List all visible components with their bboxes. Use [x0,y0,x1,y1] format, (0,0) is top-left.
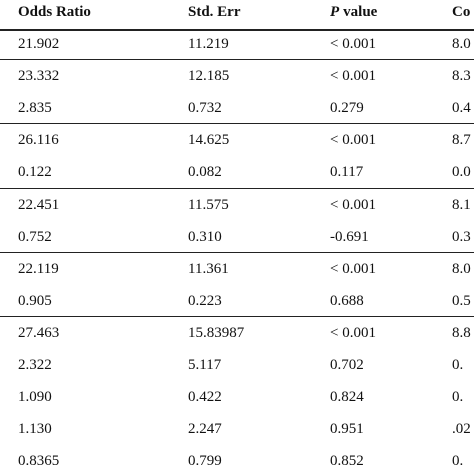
header-cell: Co [452,4,471,20]
table-cell: .02 [452,421,471,438]
header-text: P [330,4,340,20]
table-cell: 8.7 [452,132,471,149]
table-cell: 0.8365 [18,453,60,470]
table-cell: 0. [452,453,464,470]
table-cell: < 0.001 [330,132,376,149]
group-rule [0,315,474,317]
table-cell: 2.247 [188,421,222,438]
table-cell: 0.422 [188,389,222,406]
table-cell: 0.279 [330,100,364,117]
table-cell: 0.951 [330,421,364,438]
group-rule [0,251,474,253]
table-cell: 0.824 [330,389,364,406]
table-cell: 0.3 [452,228,471,245]
table-cell: 8.0 [452,260,471,277]
table-cell: 0.688 [330,292,364,309]
table-cell: 0.852 [330,453,364,470]
table-cell: 0.752 [18,228,52,245]
table-cell: 0. [452,389,464,406]
table-cell: 1.090 [18,389,52,406]
table-cell: 22.119 [18,260,59,277]
table-cell: 14.625 [188,132,230,149]
table-cell: 0.117 [330,164,364,181]
table-cell: 0.122 [18,164,52,181]
group-rule [0,123,474,125]
table-cell: -0.691 [330,228,369,245]
table-cell: 0.732 [188,100,222,117]
table-cell: 5.117 [188,357,222,373]
table-cell: 8.1 [452,196,471,213]
table-cell: < 0.001 [330,36,376,52]
table-cell: 0.310 [188,228,222,245]
header-cell: Std. Err [188,4,241,20]
table-cell: 26.116 [18,132,59,149]
table-cell: 8.3 [452,68,471,85]
table-cell: 8.0 [452,36,471,52]
table-cell: < 0.001 [330,196,376,213]
table-cell: 0.0 [452,164,471,181]
header-text: value [343,4,378,20]
table-cell: 2.835 [18,100,52,117]
table-cell: 0.905 [18,292,52,309]
table-cell: 2.322 [18,357,52,373]
table-cell: 0.082 [188,164,222,181]
table-cell: 11.361 [188,260,229,277]
table-cell: 11.575 [188,196,229,213]
table-cell: 0.702 [330,357,364,373]
table-cell: < 0.001 [330,68,376,85]
header-cell: Odds Ratio [18,4,91,20]
table-cell: 0.223 [188,292,222,309]
table-cell: 12.185 [188,68,230,85]
table-cell: 1.130 [18,421,52,438]
header-rule [0,29,474,31]
table-cell: 0. [452,357,464,373]
table-cell: 15.83987 [188,324,245,341]
table-cell: 0.5 [452,292,471,309]
table-cell: 23.332 [18,68,60,85]
table-cell: < 0.001 [330,260,376,277]
table-cell: 0.4 [452,100,471,117]
table-cell: 22.451 [18,196,60,213]
table-cell: 27.463 [18,324,60,341]
table-cell: 8.8 [452,324,471,341]
table-cell: 21.902 [18,36,60,52]
group-rule [0,59,474,61]
table-cell: 11.219 [188,36,229,52]
table-cell: 0.799 [188,453,222,470]
table-cell: < 0.001 [330,324,376,341]
group-rule [0,187,474,189]
